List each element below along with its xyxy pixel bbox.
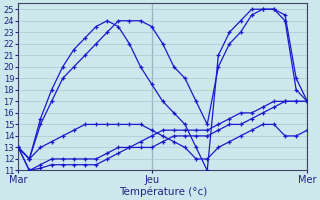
- X-axis label: Température (°c): Température (°c): [119, 186, 207, 197]
